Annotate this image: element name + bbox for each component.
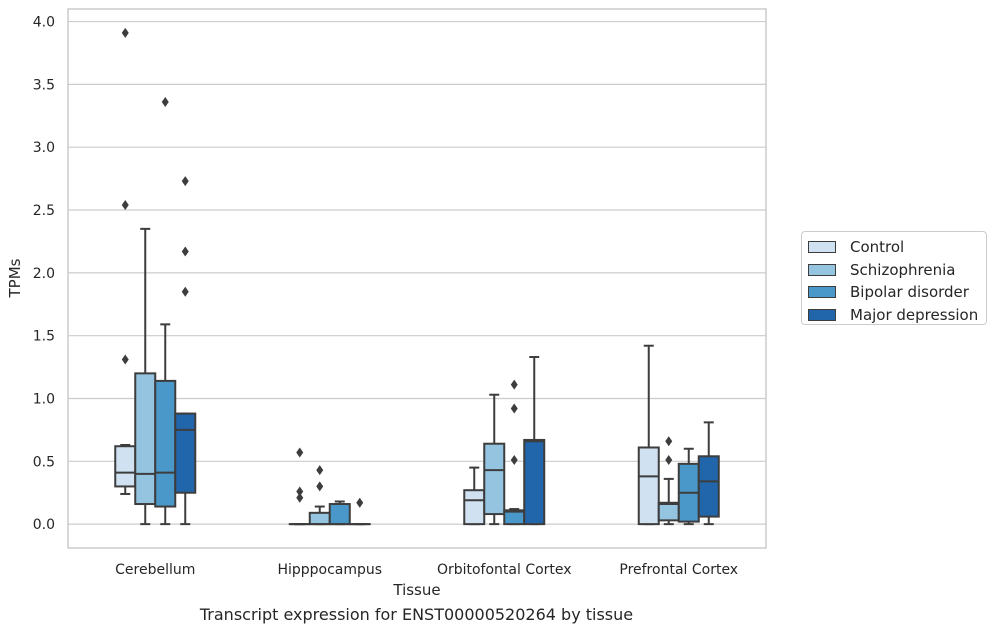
outlier-point-1 [181,246,189,257]
x-tick-label-1: Hipppocampus [277,562,382,578]
box-body [637,446,660,526]
y-tick-label-6: 3.0 [33,140,55,156]
box-1-1 [308,465,331,526]
box-0-2 [154,96,177,526]
box-body [657,501,680,522]
chart-caption: Transcript expression for ENST0000052026… [199,605,634,624]
legend-label-bipolar-disorder: Bipolar disorder [850,283,969,302]
legend-label-control: Control [850,238,905,257]
box-body [114,445,137,488]
y-tick-label-8: 4.0 [33,15,55,31]
legend-item-bipolar-disorder: Bipolar disorder [808,281,986,304]
y-tick-label-5: 2.5 [33,203,55,219]
box-body [463,489,486,526]
legend-swatch-bipolar-disorder [808,286,836,299]
outlier-point-0 [356,497,364,508]
y-tick-label-2: 1.0 [33,391,55,407]
outlier-point-0 [665,455,673,466]
outlier-point-0 [181,286,189,297]
box-body [523,438,546,526]
legend-swatch-schizophrenia [808,263,836,276]
box-body [134,372,157,506]
box-3-2 [677,447,700,526]
box-1-3 [348,497,371,526]
outlier-point-2 [121,27,129,38]
box-0-1 [134,227,157,526]
y-axis-title: TPMs [6,258,24,298]
outlier-point-1 [121,200,129,210]
x-tick-label-2: Orbitofontal Cortex [437,562,572,578]
outlier-point-1 [316,465,324,476]
boxes-layer [114,27,720,526]
plot-area-frame [67,8,767,549]
outlier-point-0 [161,96,169,107]
y-tick-label-0: 0.0 [33,517,55,533]
box-body [483,442,506,516]
box-2-2 [503,379,526,526]
x-axis-title: Tissue [392,581,440,599]
outlier-point-2 [296,447,304,458]
box-body [154,379,177,508]
legend-swatch-control [808,241,836,254]
box-3-3 [697,421,720,526]
outlier-point-0 [296,492,304,503]
legend-label-schizophrenia: Schizophrenia [850,260,956,279]
box-0-3 [174,176,197,526]
box-2-1 [483,393,506,526]
legend-item-schizophrenia: Schizophrenia [808,259,986,282]
box-body [328,503,351,526]
y-tick-label-3: 1.5 [33,329,55,345]
outlier-point-2 [510,379,518,390]
box-body [697,455,720,518]
y-tick-label-4: 2.0 [33,266,55,282]
outlier-point-2 [181,176,189,187]
outlier-point-0 [510,455,518,466]
outlier-point-1 [665,436,673,447]
x-tick-label-0: Cerebellum [115,562,195,578]
legend-label-major-depression: Major depression [850,305,979,324]
box-3-1 [657,436,680,526]
box-2-0 [463,466,486,526]
box-body [174,412,197,494]
chart-legend: Control Schizophrenia Bipolar disorder M… [801,231,987,325]
outlier-point-1 [510,403,518,414]
box-2-3 [523,356,546,526]
x-tick-label-3: Prefrontal Cortex [619,562,738,578]
y-tick-labels: 0.0 0.5 1.0 1.5 2.0 2.5 3.0 3.5 4.0 [33,15,55,534]
outlier-point-0 [121,354,129,365]
x-tick-labels: Cerebellum Hipppocampus Orbitofontal Corte… [115,562,738,578]
box-1-0 [288,447,311,526]
box-0-0 [114,27,137,495]
legend-swatch-major-depression [808,308,836,321]
legend-item-control: Control [808,236,986,259]
y-tick-label-7: 3.5 [33,77,55,93]
outlier-point-1 [296,486,304,497]
legend-item-major-depression: Major depression [808,304,986,327]
y-tick-label-1: 0.5 [33,454,55,470]
box-body [308,511,331,526]
box-1-2 [328,500,351,526]
box-3-0 [637,344,660,526]
outlier-point-0 [316,481,324,492]
